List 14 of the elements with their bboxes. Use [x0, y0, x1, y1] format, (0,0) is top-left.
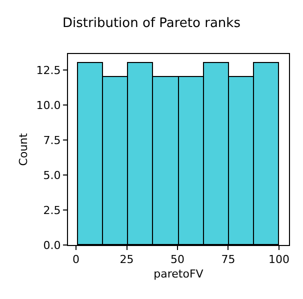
- y-tick-label: 0.0: [43, 238, 61, 252]
- chart-title: Distribution of Pareto ranks: [62, 16, 241, 32]
- y-tick-label: 5.0: [43, 168, 61, 182]
- y-tick-label: 7.5: [43, 134, 61, 147]
- x-tick-label: 25: [120, 253, 134, 266]
- y-tick-label: 2.5: [43, 204, 61, 217]
- x-tick-label: 50: [170, 253, 184, 266]
- x-tick-label: 75: [221, 253, 236, 266]
- y-tick-label: 10.0: [36, 98, 61, 112]
- x-axis-title: paretoFV: [154, 267, 204, 280]
- x-tick-label: 100: [268, 253, 290, 266]
- x-tick-label: 0: [72, 253, 80, 266]
- y-tick-label: 12.5: [36, 64, 61, 77]
- y-axis-title: Count: [16, 132, 30, 166]
